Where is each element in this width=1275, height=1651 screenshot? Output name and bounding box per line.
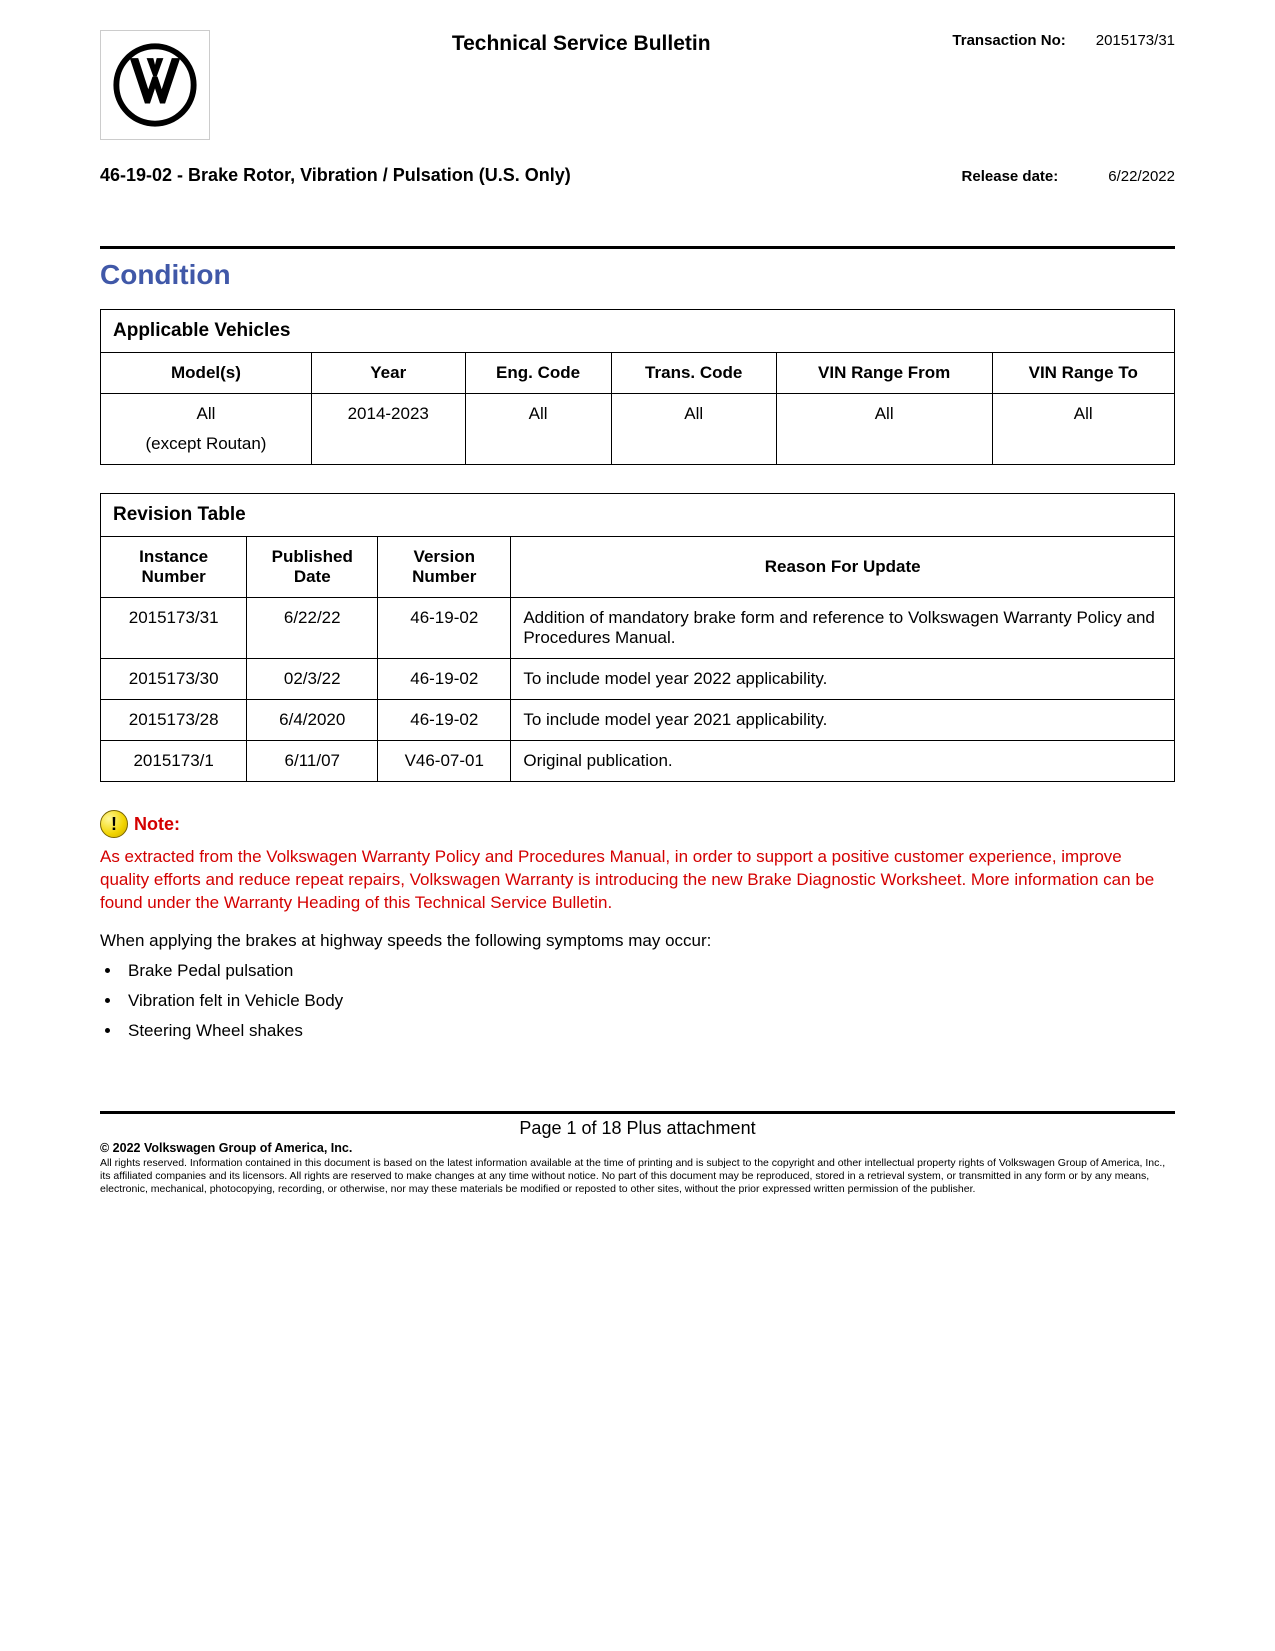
- revision-header-row: Instance Number Published Date Version N…: [101, 537, 1175, 598]
- vehicles-header-row: Model(s) Year Eng. Code Trans. Code VIN …: [101, 353, 1175, 394]
- applicable-vehicles-table: Applicable Vehicles Model(s) Year Eng. C…: [100, 309, 1175, 465]
- cell-vin-to: All: [992, 394, 1175, 465]
- cell-instance: 2015173/28: [101, 700, 247, 741]
- model-sub: (except Routan): [113, 434, 299, 454]
- legal-text: All rights reserved. Information contain…: [100, 1157, 1175, 1196]
- cell-reason: Original publication.: [511, 741, 1175, 782]
- col-instance: Instance Number: [101, 537, 247, 598]
- revision-table: Revision Table Instance Number Published…: [100, 493, 1175, 782]
- subheader-row: 46-19-02 - Brake Rotor, Vibration / Puls…: [100, 165, 1175, 186]
- copyright: © 2022 Volkswagen Group of America, Inc.: [100, 1141, 1175, 1155]
- section-heading: Condition: [100, 259, 1175, 291]
- cell-model: All (except Routan): [101, 394, 312, 465]
- list-item: Vibration felt in Vehicle Body: [122, 991, 1175, 1011]
- cell-date: 6/11/07: [247, 741, 378, 782]
- cell-vin-from: All: [776, 394, 992, 465]
- release-date: 6/22/2022: [1108, 168, 1175, 185]
- note-body: As extracted from the Volkswagen Warrant…: [100, 846, 1175, 915]
- col-trans: Trans. Code: [611, 353, 776, 394]
- release-block: Release date: 6/22/2022: [962, 168, 1175, 185]
- table-row: 2015173/31 6/22/22 46-19-02 Addition of …: [101, 598, 1175, 659]
- cell-reason: Addition of mandatory brake form and ref…: [511, 598, 1175, 659]
- model-main: All: [113, 404, 299, 424]
- page: Technical Service Bulletin Transaction N…: [0, 0, 1275, 1216]
- cell-date: 02/3/22: [247, 659, 378, 700]
- release-label: Release date:: [962, 168, 1059, 185]
- cell-reason: To include model year 2022 applicability…: [511, 659, 1175, 700]
- symptom-list: Brake Pedal pulsation Vibration felt in …: [122, 961, 1175, 1041]
- col-year: Year: [311, 353, 465, 394]
- cell-date: 6/4/2020: [247, 700, 378, 741]
- col-vin-from: VIN Range From: [776, 353, 992, 394]
- revision-table-title: Revision Table: [101, 494, 1175, 537]
- page-number: Page 1 of 18 Plus attachment: [100, 1118, 1175, 1139]
- table-row: 2015173/28 6/4/2020 46-19-02 To include …: [101, 700, 1175, 741]
- table-row: 2015173/1 6/11/07 V46-07-01 Original pub…: [101, 741, 1175, 782]
- vw-logo-icon: [113, 43, 197, 127]
- note-header: ! Note:: [100, 810, 1175, 838]
- cell-eng: All: [465, 394, 611, 465]
- cell-instance: 2015173/31: [101, 598, 247, 659]
- table-row: 2015173/30 02/3/22 46-19-02 To include m…: [101, 659, 1175, 700]
- doc-type-title: Technical Service Bulletin: [230, 30, 932, 56]
- cell-version: 46-19-02: [378, 700, 511, 741]
- col-vin-to: VIN Range To: [992, 353, 1175, 394]
- col-eng: Eng. Code: [465, 353, 611, 394]
- divider-bottom: [100, 1111, 1175, 1114]
- vehicles-data-row: All (except Routan) 2014-2023 All All Al…: [101, 394, 1175, 465]
- symptom-intro: When applying the brakes at highway spee…: [100, 931, 1175, 951]
- cell-instance: 2015173/1: [101, 741, 247, 782]
- cell-version: 46-19-02: [378, 598, 511, 659]
- cell-version: V46-07-01: [378, 741, 511, 782]
- list-item: Brake Pedal pulsation: [122, 961, 1175, 981]
- header-row: Technical Service Bulletin Transaction N…: [100, 30, 1175, 140]
- col-version: Version Number: [378, 537, 511, 598]
- vehicles-table-title: Applicable Vehicles: [101, 310, 1175, 353]
- vw-logo: [100, 30, 210, 140]
- cell-reason: To include model year 2021 applicability…: [511, 700, 1175, 741]
- bulletin-title: 46-19-02 - Brake Rotor, Vibration / Puls…: [100, 165, 571, 186]
- cell-version: 46-19-02: [378, 659, 511, 700]
- cell-date: 6/22/22: [247, 598, 378, 659]
- col-model: Model(s): [101, 353, 312, 394]
- warning-icon: !: [100, 810, 128, 838]
- transaction-block: Transaction No: 2015173/31: [952, 30, 1175, 49]
- cell-trans: All: [611, 394, 776, 465]
- divider-top: [100, 246, 1175, 249]
- list-item: Steering Wheel shakes: [122, 1021, 1175, 1041]
- note-label: Note:: [134, 814, 180, 835]
- cell-year: 2014-2023: [311, 394, 465, 465]
- col-reason: Reason For Update: [511, 537, 1175, 598]
- cell-instance: 2015173/30: [101, 659, 247, 700]
- transaction-value: 2015173/31: [1096, 32, 1175, 49]
- col-pubdate: Published Date: [247, 537, 378, 598]
- transaction-label: Transaction No:: [952, 32, 1065, 49]
